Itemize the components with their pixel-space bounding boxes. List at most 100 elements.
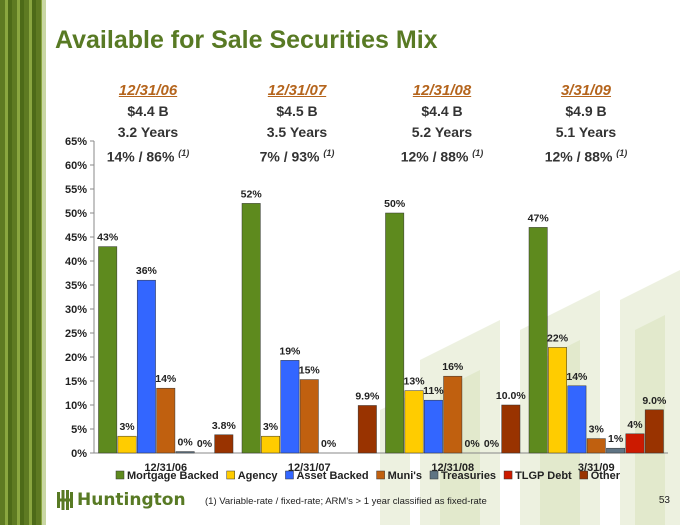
period-footnote-ref: (1)	[323, 148, 335, 158]
period-amount: $4.4 B	[127, 103, 169, 119]
period-mix: 14% / 86%	[106, 148, 175, 165]
y-tick-label: 15%	[65, 376, 87, 388]
bar-data-label: 9.0%	[642, 395, 667, 407]
bar-data-label: 0%	[465, 438, 481, 450]
period-footnote-ref: (1)	[616, 148, 628, 158]
period-header-3: 3/31/09 $4.9 B 5.1 Years 12% / 88% (1)	[516, 80, 656, 168]
bar	[357, 405, 377, 454]
bar	[299, 379, 319, 454]
bar-data-label: 47%	[528, 212, 550, 224]
period-amount: $4.9 B	[565, 103, 607, 119]
bar-data-label: 22%	[547, 332, 569, 344]
bar	[261, 435, 280, 454]
period-date: 12/31/08	[412, 82, 472, 99]
page-number: 53	[658, 495, 670, 506]
y-tick-label: 30%	[65, 304, 87, 316]
legend-swatch	[285, 470, 294, 480]
period-mix: 7% / 93%	[259, 148, 320, 165]
legend-swatch	[429, 470, 439, 480]
period-header-2: 12/31/08 $4.4 B 5.2 Years 12% / 88% (1)	[372, 80, 512, 168]
y-tick-label: 35%	[65, 280, 87, 292]
period-mix-line: 12% / 88% (1)	[372, 143, 512, 168]
bar	[423, 399, 443, 454]
bar	[625, 433, 645, 454]
left-stripe-decoration	[0, 0, 42, 525]
legend-label: Other	[591, 470, 621, 482]
y-tick-label: 0%	[71, 448, 87, 460]
bar	[156, 387, 176, 454]
bar	[175, 451, 195, 454]
legend-label: Muni's	[388, 470, 422, 482]
huntington-logo-icon	[57, 490, 73, 510]
bar-data-label: 50%	[384, 198, 406, 210]
period-date: 12/31/07	[267, 82, 327, 99]
bar-data-label: 43%	[97, 232, 119, 244]
y-tick-label: 20%	[65, 352, 87, 364]
period-footnote-ref: (1)	[472, 148, 484, 158]
bar-data-label: 15%	[299, 365, 321, 377]
bar	[404, 390, 424, 454]
bar	[280, 360, 300, 454]
bar	[241, 203, 261, 454]
bar-data-label: 3.8%	[212, 420, 237, 432]
bar	[606, 447, 626, 454]
y-tick-label: 65%	[65, 136, 87, 148]
bar-data-label: 9.9%	[355, 390, 380, 402]
x-tick-label: 12/31/06	[144, 462, 187, 474]
legend-swatch	[115, 470, 125, 480]
x-tick-label: 12/31/07	[288, 462, 331, 474]
period-header-0: 12/31/06 $4.4 B 3.2 Years 14% / 86% (1)	[78, 80, 218, 168]
period-duration: 5.2 Years	[411, 124, 473, 140]
bar-data-label: 1%	[608, 433, 624, 445]
legend-label: TLGP Debt	[515, 470, 572, 482]
bar-data-label: 11%	[423, 385, 444, 397]
bar-data-label: 16%	[442, 361, 464, 373]
slide-title: Available for Sale Securities Mix	[55, 26, 438, 54]
bar	[385, 212, 405, 454]
bar-data-label: 3%	[263, 421, 279, 433]
legend-swatch	[376, 470, 385, 480]
bar	[567, 385, 587, 454]
period-mix-line: 14% / 86% (1)	[78, 143, 218, 168]
bar-data-label: 19%	[279, 345, 301, 357]
bar	[501, 404, 521, 454]
bar	[586, 438, 606, 454]
bar-data-label: 0%	[197, 438, 213, 450]
period-footnote-ref: (1)	[178, 148, 190, 158]
bar-data-label: 10.0%	[496, 390, 526, 402]
left-stripe-highlight	[42, 0, 46, 525]
bar	[117, 435, 137, 454]
bar-data-label: 3%	[119, 421, 135, 433]
y-tick-label: 55%	[65, 184, 87, 196]
footnote: (1) Variable-rate / fixed-rate; ARM's > …	[205, 496, 487, 507]
bar-data-label: 4%	[627, 419, 643, 431]
bar-data-label: 52%	[241, 188, 263, 200]
bar	[528, 227, 548, 454]
y-tick-label: 10%	[65, 400, 87, 412]
y-tick-label: 40%	[65, 256, 87, 268]
period-duration: 5.1 Years	[555, 124, 617, 140]
period-mix-line: 12% / 88% (1)	[516, 143, 656, 168]
bar	[136, 279, 156, 454]
brand-logo: Huntington	[57, 490, 186, 510]
bar-data-label: 3%	[589, 424, 605, 436]
period-amount: $4.4 B	[421, 103, 463, 119]
y-tick-label: 45%	[65, 232, 87, 244]
legend-swatch	[503, 470, 513, 480]
bar-data-label: 14%	[155, 373, 177, 385]
bar	[214, 434, 234, 454]
bar	[548, 347, 567, 454]
x-tick-label: 12/31/08	[431, 462, 474, 474]
bar-data-label: 0%	[484, 438, 500, 450]
legend-label: Asset Backed	[296, 470, 368, 482]
y-tick-label: 60%	[65, 160, 87, 172]
bar-data-label: 13%	[404, 376, 426, 388]
bar-data-label: 36%	[136, 265, 158, 277]
bar-data-label: 0%	[321, 438, 337, 450]
y-tick-label: 25%	[65, 328, 87, 340]
period-amount: $4.5 B	[276, 103, 318, 119]
bar	[443, 375, 463, 454]
bar-data-label: 14%	[566, 371, 588, 383]
y-tick-label: 50%	[65, 208, 87, 220]
